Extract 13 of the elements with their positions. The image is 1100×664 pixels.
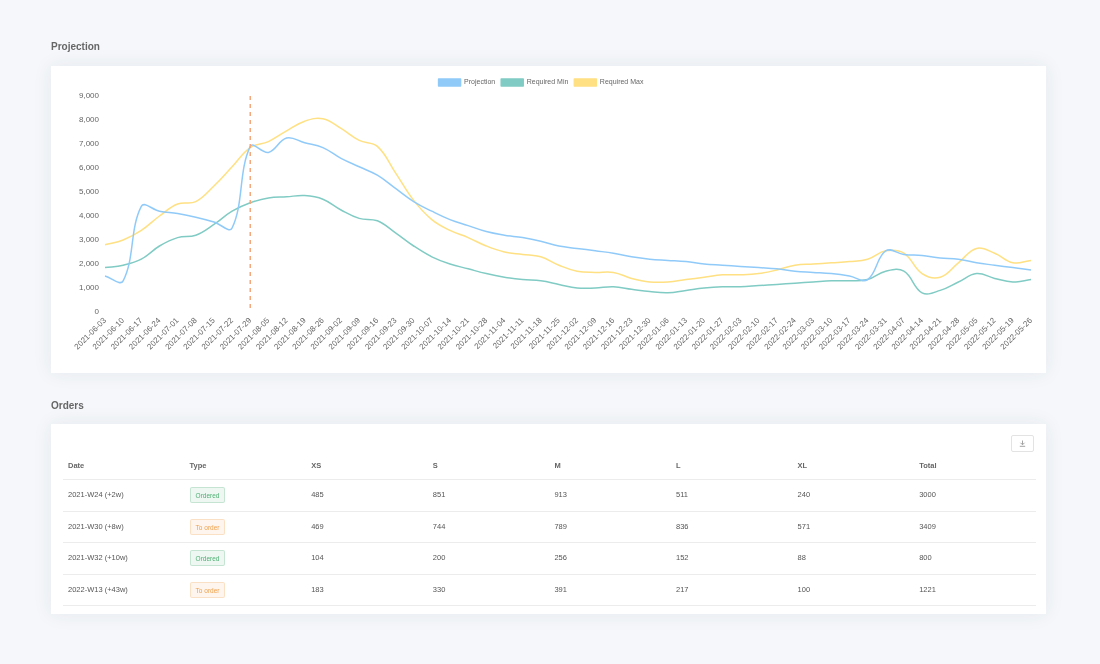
y-tick-label: 9,000	[78, 91, 100, 101]
y-tick-label: 8,000	[78, 115, 100, 125]
y-tick-label: 0	[94, 307, 100, 317]
y-tick-label: 3,000	[78, 235, 100, 245]
y-tick-label: 5,000	[78, 187, 100, 197]
y-tick-label: 6,000	[78, 163, 100, 173]
chart-title: Projection	[51, 41, 100, 52]
y-tick-label: 4,000	[78, 211, 100, 221]
line-series	[104, 194, 1032, 294]
y-tick-label: 7,000	[78, 139, 100, 149]
text: Orders	[51, 400, 84, 411]
y-tick-label: 1,000	[78, 283, 100, 293]
y-tick-label: 2,000	[78, 259, 100, 269]
